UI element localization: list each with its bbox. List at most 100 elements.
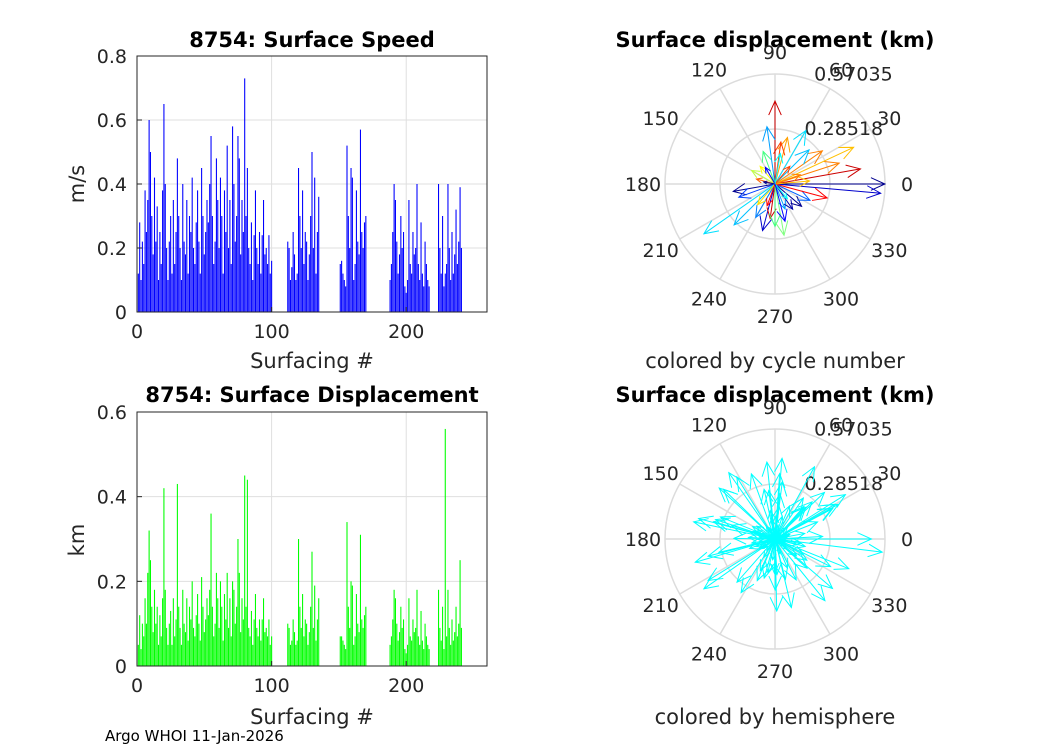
bar xyxy=(155,623,157,666)
vector-head xyxy=(767,509,776,520)
speed-title: 8754: Surface Speed xyxy=(189,28,435,52)
vector-head xyxy=(808,530,824,544)
vector-shaft xyxy=(757,183,776,206)
bar xyxy=(425,636,427,666)
y-tick-label: 0.8 xyxy=(97,46,127,68)
bar xyxy=(253,619,255,666)
bar xyxy=(139,222,141,312)
vector-head xyxy=(756,195,766,206)
bar xyxy=(218,248,220,312)
bar xyxy=(214,623,216,666)
angle-label: 210 xyxy=(643,595,679,617)
polar-spoke xyxy=(719,538,776,635)
bar xyxy=(300,627,302,666)
vector-shaft xyxy=(756,538,776,581)
displacement-vector xyxy=(774,183,789,200)
bar xyxy=(215,572,217,666)
vector-shaft xyxy=(774,153,781,185)
vector-head xyxy=(717,542,735,556)
polar-spoke xyxy=(774,183,831,280)
bar xyxy=(342,640,344,666)
vector-shaft xyxy=(774,538,778,612)
bar xyxy=(202,606,204,666)
vector-head xyxy=(781,192,789,200)
bar xyxy=(240,632,242,666)
bar xyxy=(415,248,417,312)
vector-shaft xyxy=(774,183,786,210)
bar xyxy=(308,254,310,312)
bar xyxy=(191,581,193,666)
bar xyxy=(233,184,235,312)
bar xyxy=(210,136,212,312)
displacement-vector xyxy=(759,183,776,232)
compass-hemisphere-chart: Surface displacement (km) 0 30 60 90 120 150 1… xyxy=(615,383,934,729)
bar xyxy=(249,636,251,666)
vector-head xyxy=(794,530,806,540)
bar xyxy=(413,632,415,666)
angle-label: 180 xyxy=(625,174,661,196)
bar xyxy=(357,623,359,666)
bar xyxy=(199,640,201,666)
angle-label: 330 xyxy=(871,240,907,262)
bar xyxy=(455,209,457,312)
vector-head xyxy=(749,472,763,490)
bar xyxy=(350,168,352,312)
bar xyxy=(440,640,442,666)
bar xyxy=(291,267,293,312)
bar xyxy=(159,232,161,312)
bar xyxy=(403,619,405,666)
bar xyxy=(268,619,270,666)
bar xyxy=(416,184,418,312)
bar xyxy=(341,260,343,312)
bar xyxy=(258,232,261,312)
bar xyxy=(346,145,348,312)
bar xyxy=(267,636,269,666)
bar xyxy=(345,649,347,666)
bar xyxy=(458,241,460,312)
vector-shaft xyxy=(707,538,776,581)
bar xyxy=(264,632,266,666)
bar xyxy=(180,644,182,666)
bar xyxy=(261,619,263,666)
bar xyxy=(206,200,208,312)
bar xyxy=(197,594,199,666)
bar xyxy=(265,248,267,312)
displacement-vector xyxy=(774,183,788,223)
bar xyxy=(357,241,359,312)
bar xyxy=(315,640,317,666)
bar xyxy=(351,177,353,312)
bar xyxy=(257,264,259,312)
vector-head xyxy=(762,180,768,185)
polar-spoke xyxy=(774,128,871,185)
bar xyxy=(450,644,452,666)
bar xyxy=(355,594,357,666)
bar xyxy=(205,619,207,666)
bar xyxy=(415,627,417,666)
bar xyxy=(355,190,357,312)
bar xyxy=(416,589,418,666)
bar xyxy=(354,264,356,312)
angle-label: 300 xyxy=(823,643,859,665)
bar xyxy=(172,598,174,666)
vector-head xyxy=(776,565,789,581)
bar xyxy=(178,216,180,312)
bar xyxy=(405,292,407,312)
bar xyxy=(237,136,239,312)
vector-head xyxy=(779,557,789,570)
bar xyxy=(446,264,448,312)
displacement-vector xyxy=(774,528,786,540)
bar xyxy=(353,644,355,666)
vector-head xyxy=(768,575,782,592)
angle-label: 330 xyxy=(871,595,907,617)
bar xyxy=(401,248,403,312)
bar xyxy=(229,598,231,666)
bar xyxy=(246,168,248,312)
bar xyxy=(362,248,364,312)
bar xyxy=(311,551,313,666)
bar xyxy=(176,483,178,666)
bar xyxy=(268,235,270,312)
bar xyxy=(211,606,213,666)
bar xyxy=(310,216,312,312)
bar xyxy=(241,200,243,312)
bar xyxy=(234,623,236,666)
